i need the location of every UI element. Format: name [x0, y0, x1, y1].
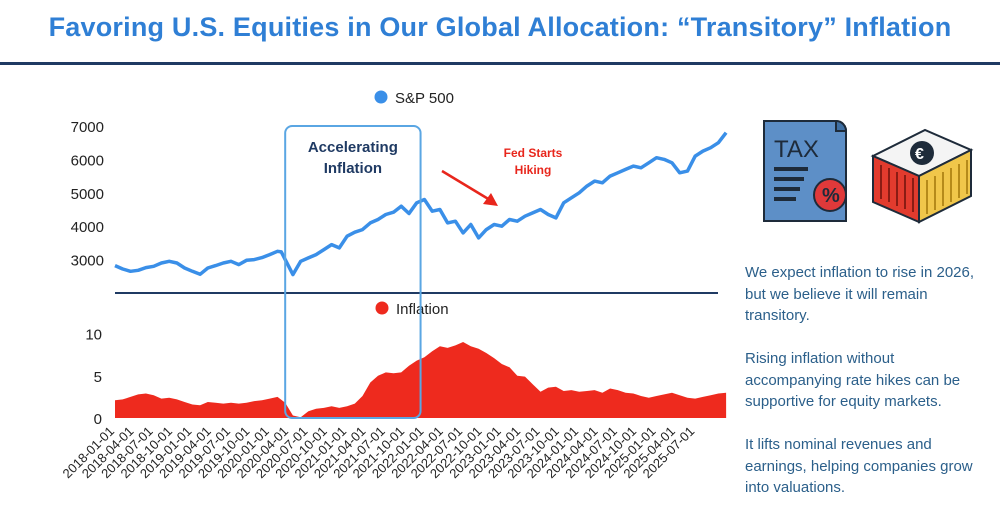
fed-label-line2: Hiking	[515, 163, 552, 177]
title-divider	[0, 62, 1000, 65]
inflation-y-tick-label: 0	[94, 411, 102, 428]
sp500-y-tick-label: 6000	[71, 152, 104, 169]
side-note-1: We expect inflation to rise in 2026, but…	[745, 264, 975, 324]
side-note-2: Rising inflation without accompanying ra…	[745, 350, 961, 410]
side-note-3: It lifts nominal revenues and earnings, …	[745, 436, 973, 496]
svg-text:€: €	[915, 146, 924, 163]
inflation-legend-label: Inflation	[396, 301, 449, 318]
euro-shipping-container-icon: €	[867, 120, 977, 235]
svg-text:%: %	[822, 185, 840, 207]
highlight-label-line1: Accelerating	[308, 139, 398, 156]
fed-arrow-shaft	[441, 169, 491, 202]
sp500-y-tick-label: 7000	[71, 119, 104, 136]
inflation-y-tick-label: 5	[94, 369, 102, 386]
sp500-y-tick-label: 3000	[71, 253, 104, 270]
sp500-y-tick-label: 4000	[71, 219, 104, 236]
fed-arrow-head	[483, 193, 498, 206]
sp500-line	[114, 131, 728, 277]
fed-label-line1: Fed Starts	[504, 146, 563, 160]
page-title: Favoring U.S. Equities in Our Global All…	[48, 12, 952, 42]
sp500-y-tick-label: 5000	[71, 186, 104, 203]
sp500-legend-marker	[374, 90, 388, 104]
chart: 3000 4000 5000 6000 7000 0 5 10 S&P 500 Inflation…	[59, 90, 728, 481]
inflation-legend-marker	[375, 301, 389, 315]
svg-text:TAX: TAX	[774, 136, 819, 163]
highlight-label-line2: Inflation	[324, 160, 382, 177]
sp500-legend-label: S&P 500	[395, 90, 454, 107]
tax-document-icon: TAX %	[760, 115, 860, 232]
accelerating-inflation-highlight	[284, 125, 422, 419]
inflation-y-tick-label: 10	[85, 327, 102, 344]
